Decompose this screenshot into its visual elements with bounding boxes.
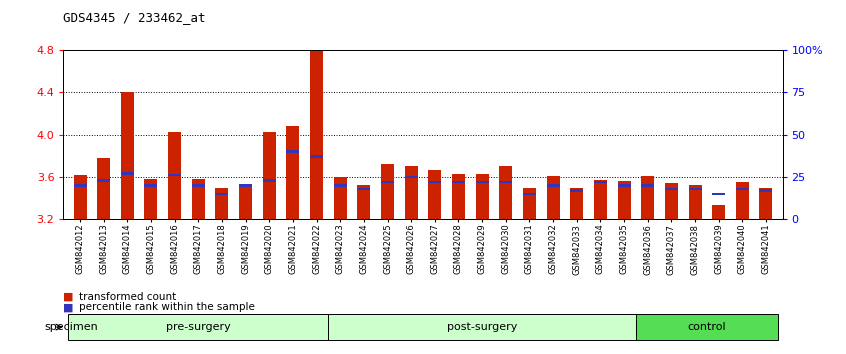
Bar bbox=[475, 174, 489, 219]
Bar bbox=[74, 184, 86, 187]
Bar bbox=[712, 205, 725, 219]
Bar bbox=[452, 174, 465, 219]
Bar bbox=[570, 189, 583, 192]
Bar bbox=[145, 179, 157, 219]
Bar bbox=[665, 183, 678, 219]
Bar bbox=[499, 181, 513, 183]
Bar bbox=[263, 132, 276, 219]
Bar bbox=[594, 181, 607, 183]
Bar bbox=[499, 166, 513, 219]
Bar bbox=[333, 177, 347, 219]
Bar bbox=[97, 179, 110, 182]
Bar bbox=[381, 164, 394, 219]
Bar bbox=[333, 184, 347, 187]
Bar bbox=[216, 193, 228, 195]
Bar bbox=[357, 185, 371, 219]
Text: post-surgery: post-surgery bbox=[447, 322, 517, 332]
Bar bbox=[263, 179, 276, 182]
Text: GDS4345 / 233462_at: GDS4345 / 233462_at bbox=[63, 11, 206, 24]
Bar bbox=[641, 176, 654, 219]
Bar bbox=[428, 170, 442, 219]
Text: ■: ■ bbox=[63, 292, 74, 302]
Text: ■: ■ bbox=[63, 302, 74, 312]
Bar bbox=[523, 188, 536, 219]
Bar bbox=[475, 181, 489, 183]
Bar bbox=[712, 193, 725, 195]
Bar bbox=[618, 184, 630, 187]
Bar bbox=[287, 150, 299, 153]
Bar bbox=[145, 184, 157, 187]
Bar bbox=[168, 132, 181, 219]
Text: control: control bbox=[688, 322, 726, 332]
Bar bbox=[121, 92, 134, 219]
Bar bbox=[216, 188, 228, 219]
Text: pre-surgery: pre-surgery bbox=[166, 322, 231, 332]
Bar bbox=[121, 172, 134, 175]
Bar bbox=[239, 184, 252, 187]
Bar bbox=[404, 176, 418, 178]
Bar bbox=[192, 184, 205, 187]
Bar bbox=[168, 174, 181, 176]
Bar bbox=[404, 166, 418, 219]
Bar bbox=[665, 188, 678, 190]
Bar bbox=[287, 126, 299, 219]
Bar bbox=[428, 181, 442, 183]
Bar bbox=[736, 188, 749, 190]
Bar bbox=[310, 50, 323, 219]
Bar bbox=[74, 175, 86, 219]
Bar bbox=[641, 184, 654, 187]
Bar bbox=[760, 188, 772, 219]
Bar bbox=[594, 180, 607, 219]
Bar bbox=[736, 182, 749, 219]
FancyBboxPatch shape bbox=[636, 314, 777, 340]
Bar bbox=[381, 181, 394, 183]
Bar bbox=[97, 158, 110, 219]
Bar bbox=[523, 193, 536, 195]
Bar bbox=[357, 188, 371, 190]
Bar bbox=[689, 185, 701, 219]
Bar bbox=[547, 176, 559, 219]
Bar bbox=[618, 181, 630, 219]
FancyBboxPatch shape bbox=[328, 314, 636, 340]
FancyBboxPatch shape bbox=[69, 314, 328, 340]
Bar bbox=[239, 184, 252, 219]
Bar bbox=[760, 189, 772, 192]
Bar bbox=[547, 184, 559, 187]
Bar bbox=[310, 155, 323, 158]
Text: transformed count: transformed count bbox=[79, 292, 176, 302]
Bar bbox=[192, 179, 205, 219]
Bar bbox=[452, 181, 465, 183]
Text: percentile rank within the sample: percentile rank within the sample bbox=[79, 302, 255, 312]
Bar bbox=[570, 188, 583, 219]
Text: specimen: specimen bbox=[45, 322, 98, 332]
Bar bbox=[689, 188, 701, 190]
